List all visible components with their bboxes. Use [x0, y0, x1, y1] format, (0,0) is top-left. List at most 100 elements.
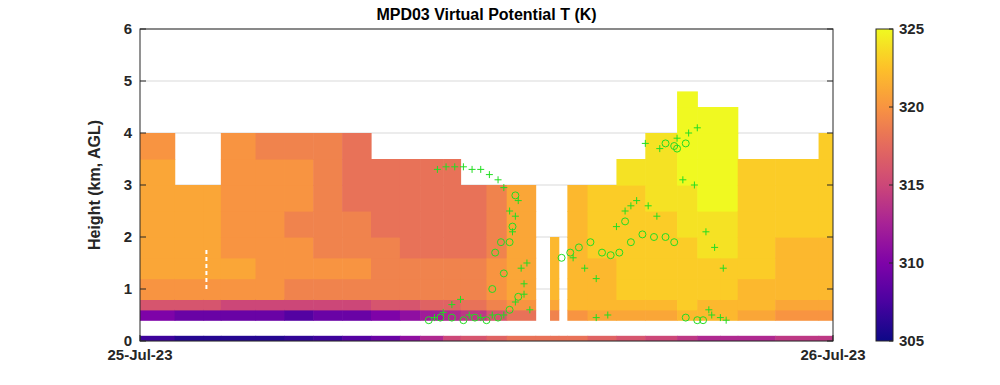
colorbar: 305310315320325 [876, 20, 924, 349]
y-tick [140, 81, 146, 82]
heat-cell [819, 237, 833, 258]
heat-cell [140, 279, 175, 300]
series-circle [425, 140, 706, 324]
heat-cell [819, 258, 833, 279]
heat-cell [443, 258, 461, 279]
surface-cell [697, 336, 721, 341]
heat-cell [487, 185, 508, 212]
heat-cell [313, 159, 342, 186]
heat-cell [175, 279, 204, 300]
colorbar-tick [889, 263, 893, 264]
circle-marker [587, 239, 594, 246]
heat-cell [507, 299, 536, 310]
plus-marker [705, 306, 712, 313]
plus-marker [451, 163, 458, 170]
heat-cell [567, 185, 588, 212]
surface-cell [536, 336, 551, 341]
plus-marker [691, 182, 698, 189]
plus-marker [702, 228, 709, 235]
heat-cell [256, 211, 285, 238]
surface-cell [677, 336, 698, 341]
colorbar-tick [889, 29, 893, 30]
colorbar-tick-label: 310 [899, 254, 924, 271]
plus-marker [506, 208, 513, 215]
heat-cell [313, 279, 342, 300]
heat-cell [507, 258, 536, 279]
heat-cell [342, 310, 371, 321]
heat-cell [420, 211, 444, 238]
heat-cell [720, 258, 738, 279]
heat-cell [567, 279, 588, 300]
heat-cell [256, 133, 285, 160]
heat-cell [443, 185, 461, 212]
heat-cell [400, 279, 421, 300]
surface-cell [221, 336, 256, 341]
heat-cell [507, 279, 536, 300]
plus-marker [486, 171, 493, 178]
x-tick [140, 335, 141, 341]
heat-cell [443, 299, 461, 310]
heat-cell [775, 310, 819, 321]
y-tick [827, 29, 833, 30]
heat-cell [342, 159, 371, 186]
heat-cell [284, 237, 313, 258]
heat-cell [645, 237, 677, 258]
heat-cell [371, 258, 400, 279]
surface-cell [559, 336, 568, 341]
heat-cell [775, 279, 819, 300]
circle-marker [489, 286, 496, 293]
circle-marker [607, 252, 614, 259]
circle-marker [671, 239, 678, 246]
heat-cell [720, 133, 738, 160]
plus-marker [694, 124, 701, 131]
heat-cell [284, 159, 313, 186]
y-tick [827, 81, 833, 82]
circle-marker [509, 223, 516, 230]
heat-cell [256, 299, 285, 310]
heat-cell [677, 237, 698, 258]
heat-cell [550, 258, 559, 279]
circle-marker [575, 244, 582, 251]
circle-marker [627, 239, 634, 246]
heat-cell [313, 237, 342, 258]
heat-cell [616, 310, 645, 321]
heat-cell [400, 299, 421, 310]
heat-cell [461, 185, 488, 212]
heat-cell [461, 279, 488, 300]
colorbar-tick [889, 341, 893, 342]
heat-cell [645, 310, 677, 321]
plus-marker [720, 265, 727, 272]
heat-cell [284, 185, 313, 212]
heat-cell [313, 133, 342, 160]
title: MPD03 Virtual Potential T (K) [376, 6, 596, 23]
heat-cell [819, 211, 833, 238]
background [0, 0, 1000, 385]
heat-cell [819, 299, 833, 310]
heat-cell [420, 159, 444, 186]
plus-marker [521, 280, 528, 287]
plus-marker [523, 260, 530, 267]
heat-cell [371, 211, 400, 238]
heat-cell [738, 185, 776, 212]
circle-marker [515, 293, 522, 300]
heat-cell [221, 159, 256, 186]
plus-marker [711, 244, 718, 251]
heat-cell [400, 237, 421, 258]
circle-marker [471, 314, 478, 321]
chart: 012345625-Jul-2326-Jul-23Height (km, AGL… [0, 0, 1000, 385]
circle-marker [599, 249, 606, 256]
circle-marker [506, 306, 513, 313]
heat-cell [342, 133, 371, 160]
heat-cell [284, 310, 313, 321]
y-tick [140, 185, 146, 186]
heat-cell [461, 237, 488, 258]
heat-cell [588, 310, 617, 321]
heat-cell [507, 185, 536, 212]
heat-cell [313, 185, 342, 212]
heat-cell [775, 159, 819, 186]
surface-cell [567, 336, 588, 341]
heat-cell [204, 237, 222, 258]
heat-cell [313, 211, 342, 238]
y-tick [140, 29, 146, 30]
heat-cell [175, 237, 204, 258]
